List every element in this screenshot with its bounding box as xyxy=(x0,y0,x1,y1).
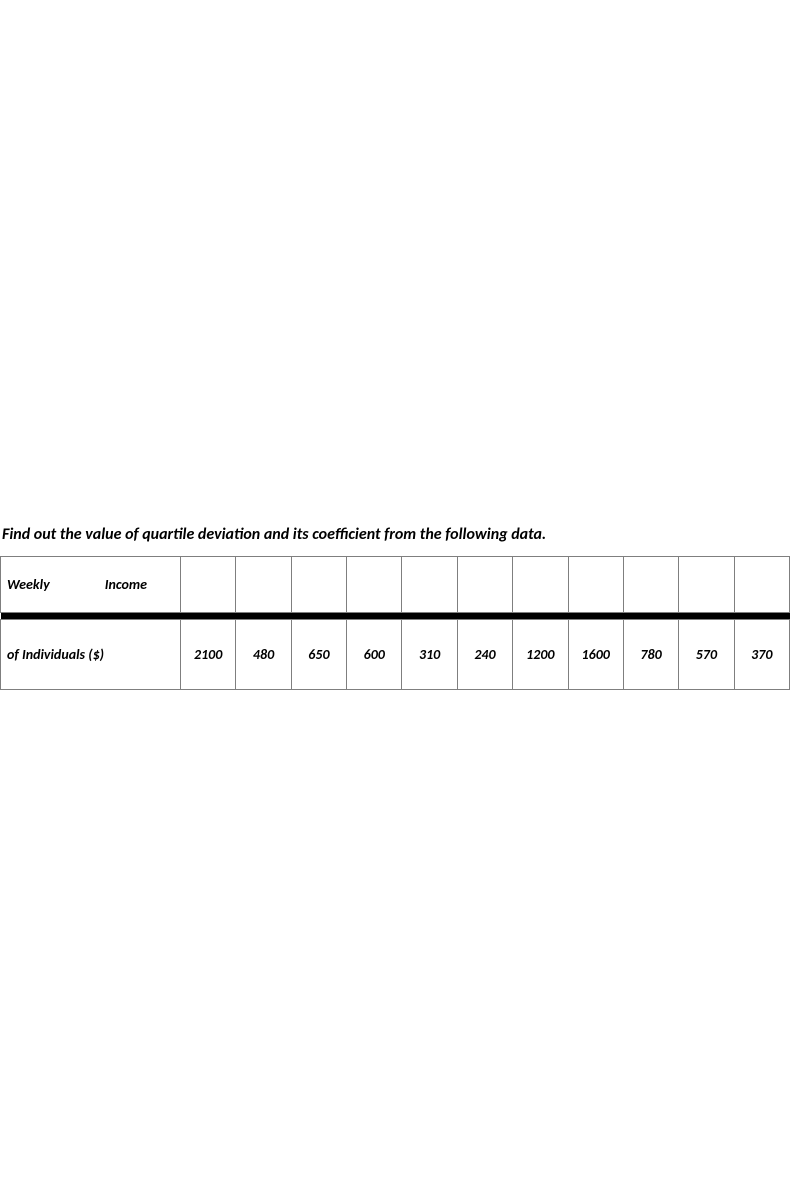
empty-cell xyxy=(291,557,346,613)
value-cell: 600 xyxy=(347,620,402,690)
row1-label-b: Income xyxy=(105,576,147,593)
empty-cell xyxy=(623,557,678,613)
row1-label-cell: Weekly Income xyxy=(1,557,181,613)
empty-cell xyxy=(513,557,568,613)
document-content: Find out the value of quartile deviation… xyxy=(0,525,790,690)
empty-cell xyxy=(402,557,457,613)
value-cell: 370 xyxy=(734,620,789,690)
empty-cell xyxy=(236,557,291,613)
value-cell: 2100 xyxy=(181,620,236,690)
income-table: Weekly Income of Individuals ($) 2100 48… xyxy=(0,556,790,690)
value-cell: 310 xyxy=(402,620,457,690)
value-cell: 650 xyxy=(291,620,346,690)
value-cell: 1200 xyxy=(513,620,568,690)
table-row-header: Weekly Income xyxy=(1,557,790,613)
empty-cell xyxy=(347,557,402,613)
empty-cell xyxy=(457,557,512,613)
empty-cell xyxy=(568,557,623,613)
value-cell: 480 xyxy=(236,620,291,690)
value-cell: 780 xyxy=(623,620,678,690)
empty-cell xyxy=(679,557,734,613)
table-row-data: of Individuals ($) 2100 480 650 600 310 … xyxy=(1,620,790,690)
row1-label-a: Weekly xyxy=(7,576,50,593)
value-cell: 240 xyxy=(457,620,512,690)
value-cell: 570 xyxy=(679,620,734,690)
value-cell: 1600 xyxy=(568,620,623,690)
empty-cell xyxy=(734,557,789,613)
row2-label-cell: of Individuals ($) xyxy=(1,620,181,690)
question-prompt: Find out the value of quartile deviation… xyxy=(0,525,790,544)
empty-cell xyxy=(181,557,236,613)
table-divider xyxy=(1,613,790,620)
